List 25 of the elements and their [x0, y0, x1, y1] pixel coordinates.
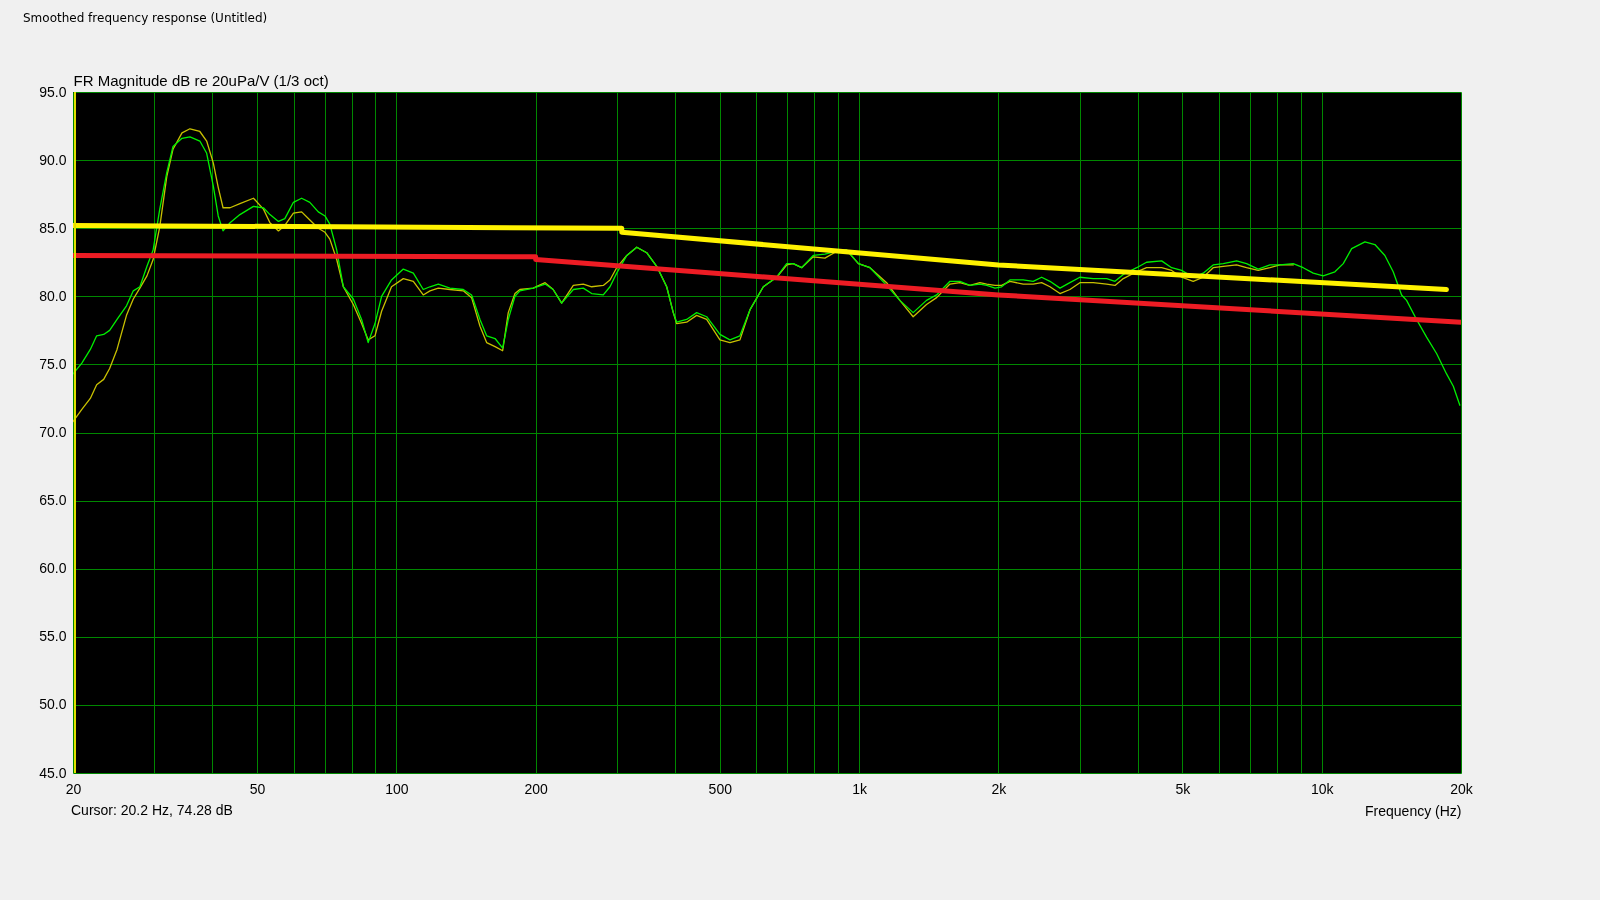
x-tick-label: 1k — [852, 780, 868, 797]
x-tick-label: 500 — [708, 780, 733, 797]
y-tick-label: 90.0 — [39, 151, 67, 168]
x-tick-label: 5k — [1175, 780, 1192, 797]
y-tick-label: 50.0 — [39, 696, 67, 713]
y-tick-label: 45.0 — [39, 764, 67, 781]
x-tick-label: 2k — [991, 780, 1008, 797]
y-tick-label: 80.0 — [39, 287, 67, 304]
x-tick-label: 50 — [249, 780, 266, 797]
x-axis-title: Frequency (Hz) — [1365, 802, 1462, 819]
x-tick-label: 200 — [524, 780, 549, 797]
y-tick-label: 95.0 — [39, 83, 67, 100]
y-tick-label: 65.0 — [39, 492, 67, 509]
x-tick-label: 20 — [65, 780, 82, 797]
x-tick-label: 100 — [385, 780, 409, 797]
chart-title: Smoothed frequency response (Untitled) — [23, 11, 268, 25]
y-axis-title: FR Magnitude dB re 20uPa/V (1/3 oct) — [73, 71, 329, 89]
y-tick-label: 70.0 — [39, 424, 67, 440]
y-tick-label: 75.0 — [39, 355, 67, 372]
y-tick-label: 55.0 — [39, 628, 67, 645]
text: Cursor: 20.2 Hz, 74.28 dB — [71, 802, 233, 818]
y-tick-label: 60.0 — [39, 560, 67, 577]
y-tick-label: 85.0 — [39, 219, 67, 236]
x-tick-label: 20k — [1450, 780, 1474, 797]
x-tick-label: 10k — [1310, 780, 1335, 797]
